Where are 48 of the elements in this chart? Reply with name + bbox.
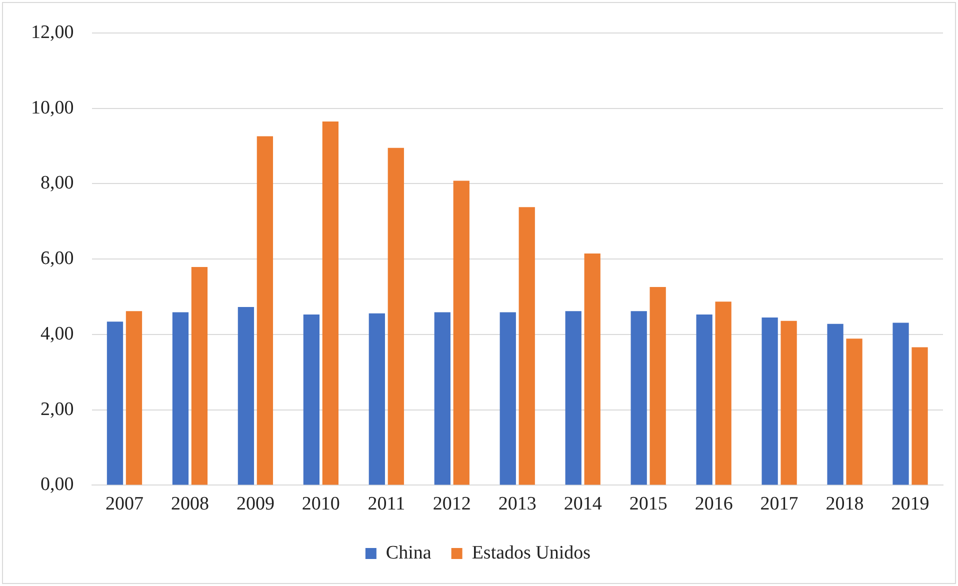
bar — [256, 136, 274, 485]
y-tick-label: 2,00 — [40, 398, 74, 420]
bar — [518, 207, 535, 485]
bar — [388, 148, 404, 485]
bar — [191, 267, 208, 485]
bar — [500, 312, 516, 485]
bar — [453, 180, 470, 485]
bar — [106, 322, 124, 485]
y-tick-label: 4,00 — [40, 323, 74, 344]
x-tick-label: 2019 — [891, 494, 930, 515]
x-tick-label: 2017 — [760, 494, 798, 515]
bar — [715, 302, 732, 485]
bar — [762, 318, 778, 485]
bar — [584, 253, 600, 485]
x-tick-label: 2011 — [368, 494, 406, 515]
x-tick-label: 2007 — [105, 494, 144, 515]
x-tick-label: 2010 — [302, 494, 340, 515]
bar — [630, 311, 647, 485]
bar — [238, 306, 254, 485]
bar — [892, 322, 909, 485]
bar — [322, 122, 338, 485]
x-tick-label: 2014 — [564, 494, 602, 515]
legend-label: China — [386, 542, 432, 564]
bar — [368, 313, 385, 485]
y-tick-label: 0,00 — [40, 474, 74, 496]
bar — [846, 338, 862, 485]
x-tick-label: 2009 — [236, 494, 274, 515]
legend-label: Estados Unidos — [472, 542, 591, 564]
x-tick-label: 2012 — [432, 494, 471, 515]
bar — [650, 286, 666, 485]
bar — [434, 312, 450, 485]
y-tick-label: 6,00 — [40, 248, 74, 270]
x-tick-label: 2008 — [170, 494, 209, 515]
x-tick-label: 2018 — [826, 494, 864, 515]
x-tick-label: 2016 — [694, 494, 733, 515]
bar — [303, 314, 320, 485]
bar — [696, 314, 712, 485]
bar — [172, 312, 189, 485]
x-tick-label: 2013 — [498, 494, 536, 515]
y-tick-label: 12,00 — [31, 22, 74, 43]
x-tick-label: 2015 — [629, 494, 668, 515]
bar — [780, 320, 797, 485]
bar — [912, 347, 928, 485]
bar — [565, 311, 582, 485]
y-tick-label: 8,00 — [40, 172, 74, 194]
y-tick-label: 10,00 — [31, 97, 74, 118]
bar — [827, 324, 844, 485]
bar — [126, 311, 142, 485]
